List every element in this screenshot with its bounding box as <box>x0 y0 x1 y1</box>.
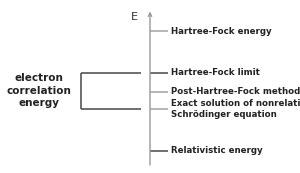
Text: Exact solution of nonrelativistic
Schrödinger equation: Exact solution of nonrelativistic Schröd… <box>171 99 300 119</box>
Text: electron
correlation
energy: electron correlation energy <box>7 73 71 108</box>
Text: Hartree-Fock energy: Hartree-Fock energy <box>171 27 272 36</box>
Text: Hartree-Fock limit: Hartree-Fock limit <box>171 68 260 77</box>
Text: Relativistic energy: Relativistic energy <box>171 146 262 155</box>
Text: E: E <box>131 12 138 22</box>
Text: Post-Hartree-Fock methods: Post-Hartree-Fock methods <box>171 87 300 96</box>
